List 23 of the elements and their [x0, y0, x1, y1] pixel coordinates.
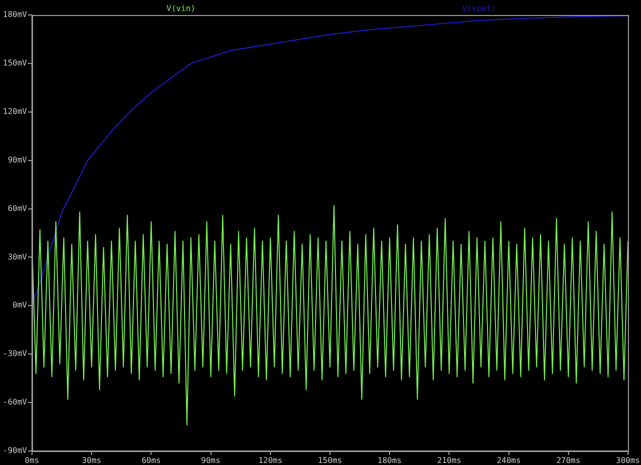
x-tick-label: 60ms — [142, 456, 162, 465]
y-tick-label: 30mV — [8, 252, 28, 262]
x-tick-label: 210ms — [437, 456, 462, 465]
x-tick-label: 270ms — [556, 456, 581, 465]
y-tick-label: 90mV — [8, 155, 28, 164]
y-tick-label: -60mV — [2, 398, 28, 407]
y-tick-label: 150mV — [2, 58, 28, 68]
x-tick-label: 90ms — [201, 456, 221, 465]
y-tick-label: 0mV — [12, 300, 28, 310]
x-tick-label: 150ms — [318, 456, 342, 465]
text: V(vin) — [166, 4, 196, 14]
x-tick-label: 180ms — [378, 456, 402, 465]
y-tick-label: 60mV — [8, 204, 28, 213]
y-tick-label: 120mV — [2, 106, 28, 116]
x-tick-label: 240ms — [496, 456, 521, 465]
y-tick-label: 180mV — [2, 10, 28, 20]
y-tick-label: -30mV — [2, 349, 28, 358]
x-tick-label: 300ms — [616, 456, 640, 465]
series-label: V(vout) — [462, 4, 496, 14]
y-tick-label: -90mV — [2, 446, 28, 456]
x-tick-label: 0ms — [24, 456, 40, 465]
x-tick-label: 120ms — [258, 456, 283, 465]
x-tick-label: 30ms — [82, 456, 102, 465]
